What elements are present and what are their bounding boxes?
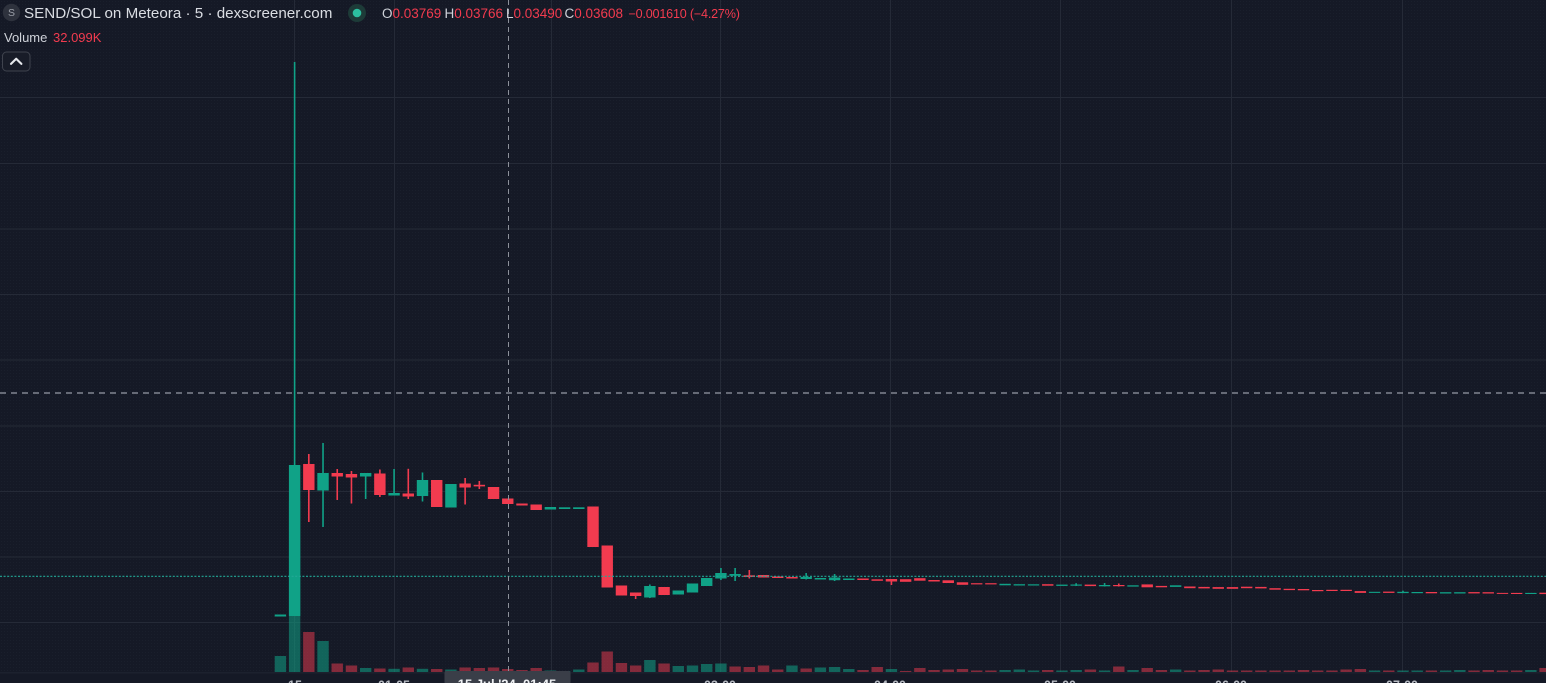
svg-text:32.099K: 32.099K bbox=[53, 30, 102, 45]
svg-text:01:05: 01:05 bbox=[378, 679, 410, 683]
svg-text:03:00: 03:00 bbox=[704, 679, 736, 683]
svg-text:C0.03608: C0.03608 bbox=[565, 6, 624, 21]
svg-text:05:00: 05:00 bbox=[1044, 679, 1076, 683]
svg-text:−0.001610 (−4.27%): −0.001610 (−4.27%) bbox=[629, 7, 740, 21]
svg-text:L0.03490: L0.03490 bbox=[506, 6, 562, 21]
svg-text:06:00: 06:00 bbox=[1215, 679, 1247, 683]
svg-text:15 Jul '24 01:45: 15 Jul '24 01:45 bbox=[458, 676, 557, 683]
svg-text:04:00: 04:00 bbox=[874, 679, 906, 683]
svg-text:O0.03769: O0.03769 bbox=[382, 6, 441, 21]
svg-text:Volume: Volume bbox=[4, 30, 47, 45]
svg-text:15: 15 bbox=[288, 679, 302, 683]
svg-text:SEND/SOL on Meteora · 5 · dexs: SEND/SOL on Meteora · 5 · dexscreener.co… bbox=[24, 5, 332, 22]
svg-text:07:00: 07:00 bbox=[1386, 679, 1418, 683]
svg-text:H0.03766: H0.03766 bbox=[445, 6, 504, 21]
svg-text:S: S bbox=[8, 7, 15, 19]
